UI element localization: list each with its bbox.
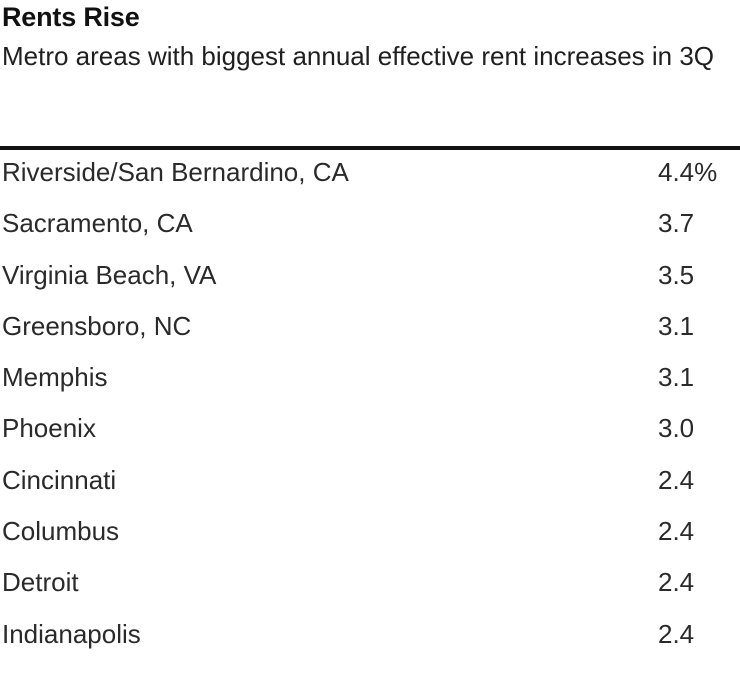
table-row: Cincinnati 2.4 [0,458,740,509]
table-row: Phoenix 3.0 [0,406,740,457]
metro-name-cell: Detroit [2,567,79,598]
rent-increase-value-cell: 3.1 [658,310,695,341]
rent-increase-value-cell: 3.0 [658,413,695,444]
table-row: Sacramento, CA 3.7 [0,201,740,252]
rent-increase-value-cell: 4.4% [658,157,718,187]
metro-name-cell: Phoenix [2,413,96,444]
metro-name-cell: Riverside/San Bernardino, CA [2,157,349,187]
metro-name-cell: Columbus [2,516,120,547]
metro-name-cell: Greensboro, NC [2,310,192,341]
table-row: Detroit 2.4 [0,560,740,611]
table-row: Columbus 2.4 [0,509,740,560]
metro-name-cell: Indianapolis [2,618,141,649]
rent-increase-value-cell: 3.5 [658,259,695,290]
rent-increase-value-cell: 2.4 [658,567,695,598]
chart-title: Rents Rise [2,2,140,32]
table-row: Virginia Beach, VA 3.5 [0,253,740,304]
metro-name-cell: Virginia Beach, VA [2,259,217,290]
rent-increase-value-cell: 3.7 [658,208,695,239]
rent-increase-value-cell: 2.4 [658,618,695,649]
rent-increase-value-cell: 2.4 [658,516,695,547]
table-row: Greensboro, NC 3.1 [0,304,740,355]
rent-increase-value-cell: 2.4 [658,464,695,495]
rent-increase-value-cell: 3.1 [658,362,695,393]
metro-name-cell: Memphis [2,362,108,393]
table-row: Memphis 3.1 [0,355,740,406]
metro-name-cell: Cincinnati [2,464,117,495]
chart-subtitle: Metro areas with biggest annual effectiv… [2,41,715,71]
metro-name-cell: Sacramento, CA [2,208,193,239]
header-rule [0,146,740,150]
rent-increase-table: Riverside/San Bernardino, CA 4.4% Sacramen… [0,150,740,663]
table-row: Riverside/San Bernardino, CA 4.4% [0,150,740,201]
table-row: Indianapolis 2.4 [0,612,740,663]
